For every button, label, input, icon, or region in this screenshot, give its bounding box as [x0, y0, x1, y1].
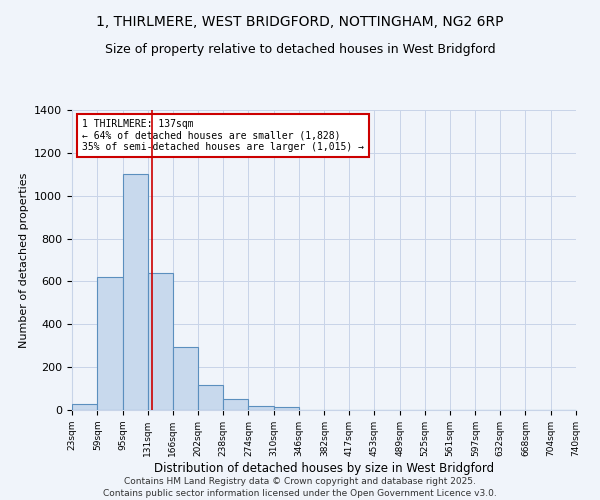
Bar	[122, 174, 148, 410]
Y-axis label: Number of detached properties: Number of detached properties	[19, 172, 29, 348]
Text: Contains HM Land Registry data © Crown copyright and database right 2025.
Contai: Contains HM Land Registry data © Crown c…	[103, 476, 497, 498]
Bar	[97, 277, 122, 410]
Bar	[198, 386, 223, 410]
Text: Size of property relative to detached houses in West Bridgford: Size of property relative to detached ho…	[104, 42, 496, 56]
Bar	[248, 406, 274, 410]
Bar	[274, 407, 299, 410]
Bar	[173, 347, 198, 410]
Text: 1 THIRLMERE: 137sqm
← 64% of detached houses are smaller (1,828)
35% of semi-det: 1 THIRLMERE: 137sqm ← 64% of detached ho…	[82, 119, 364, 152]
Bar	[72, 404, 97, 410]
Bar	[223, 400, 248, 410]
Bar	[148, 273, 173, 410]
Text: 1, THIRLMERE, WEST BRIDGFORD, NOTTINGHAM, NG2 6RP: 1, THIRLMERE, WEST BRIDGFORD, NOTTINGHAM…	[96, 15, 504, 29]
X-axis label: Distribution of detached houses by size in West Bridgford: Distribution of detached houses by size …	[154, 462, 494, 474]
